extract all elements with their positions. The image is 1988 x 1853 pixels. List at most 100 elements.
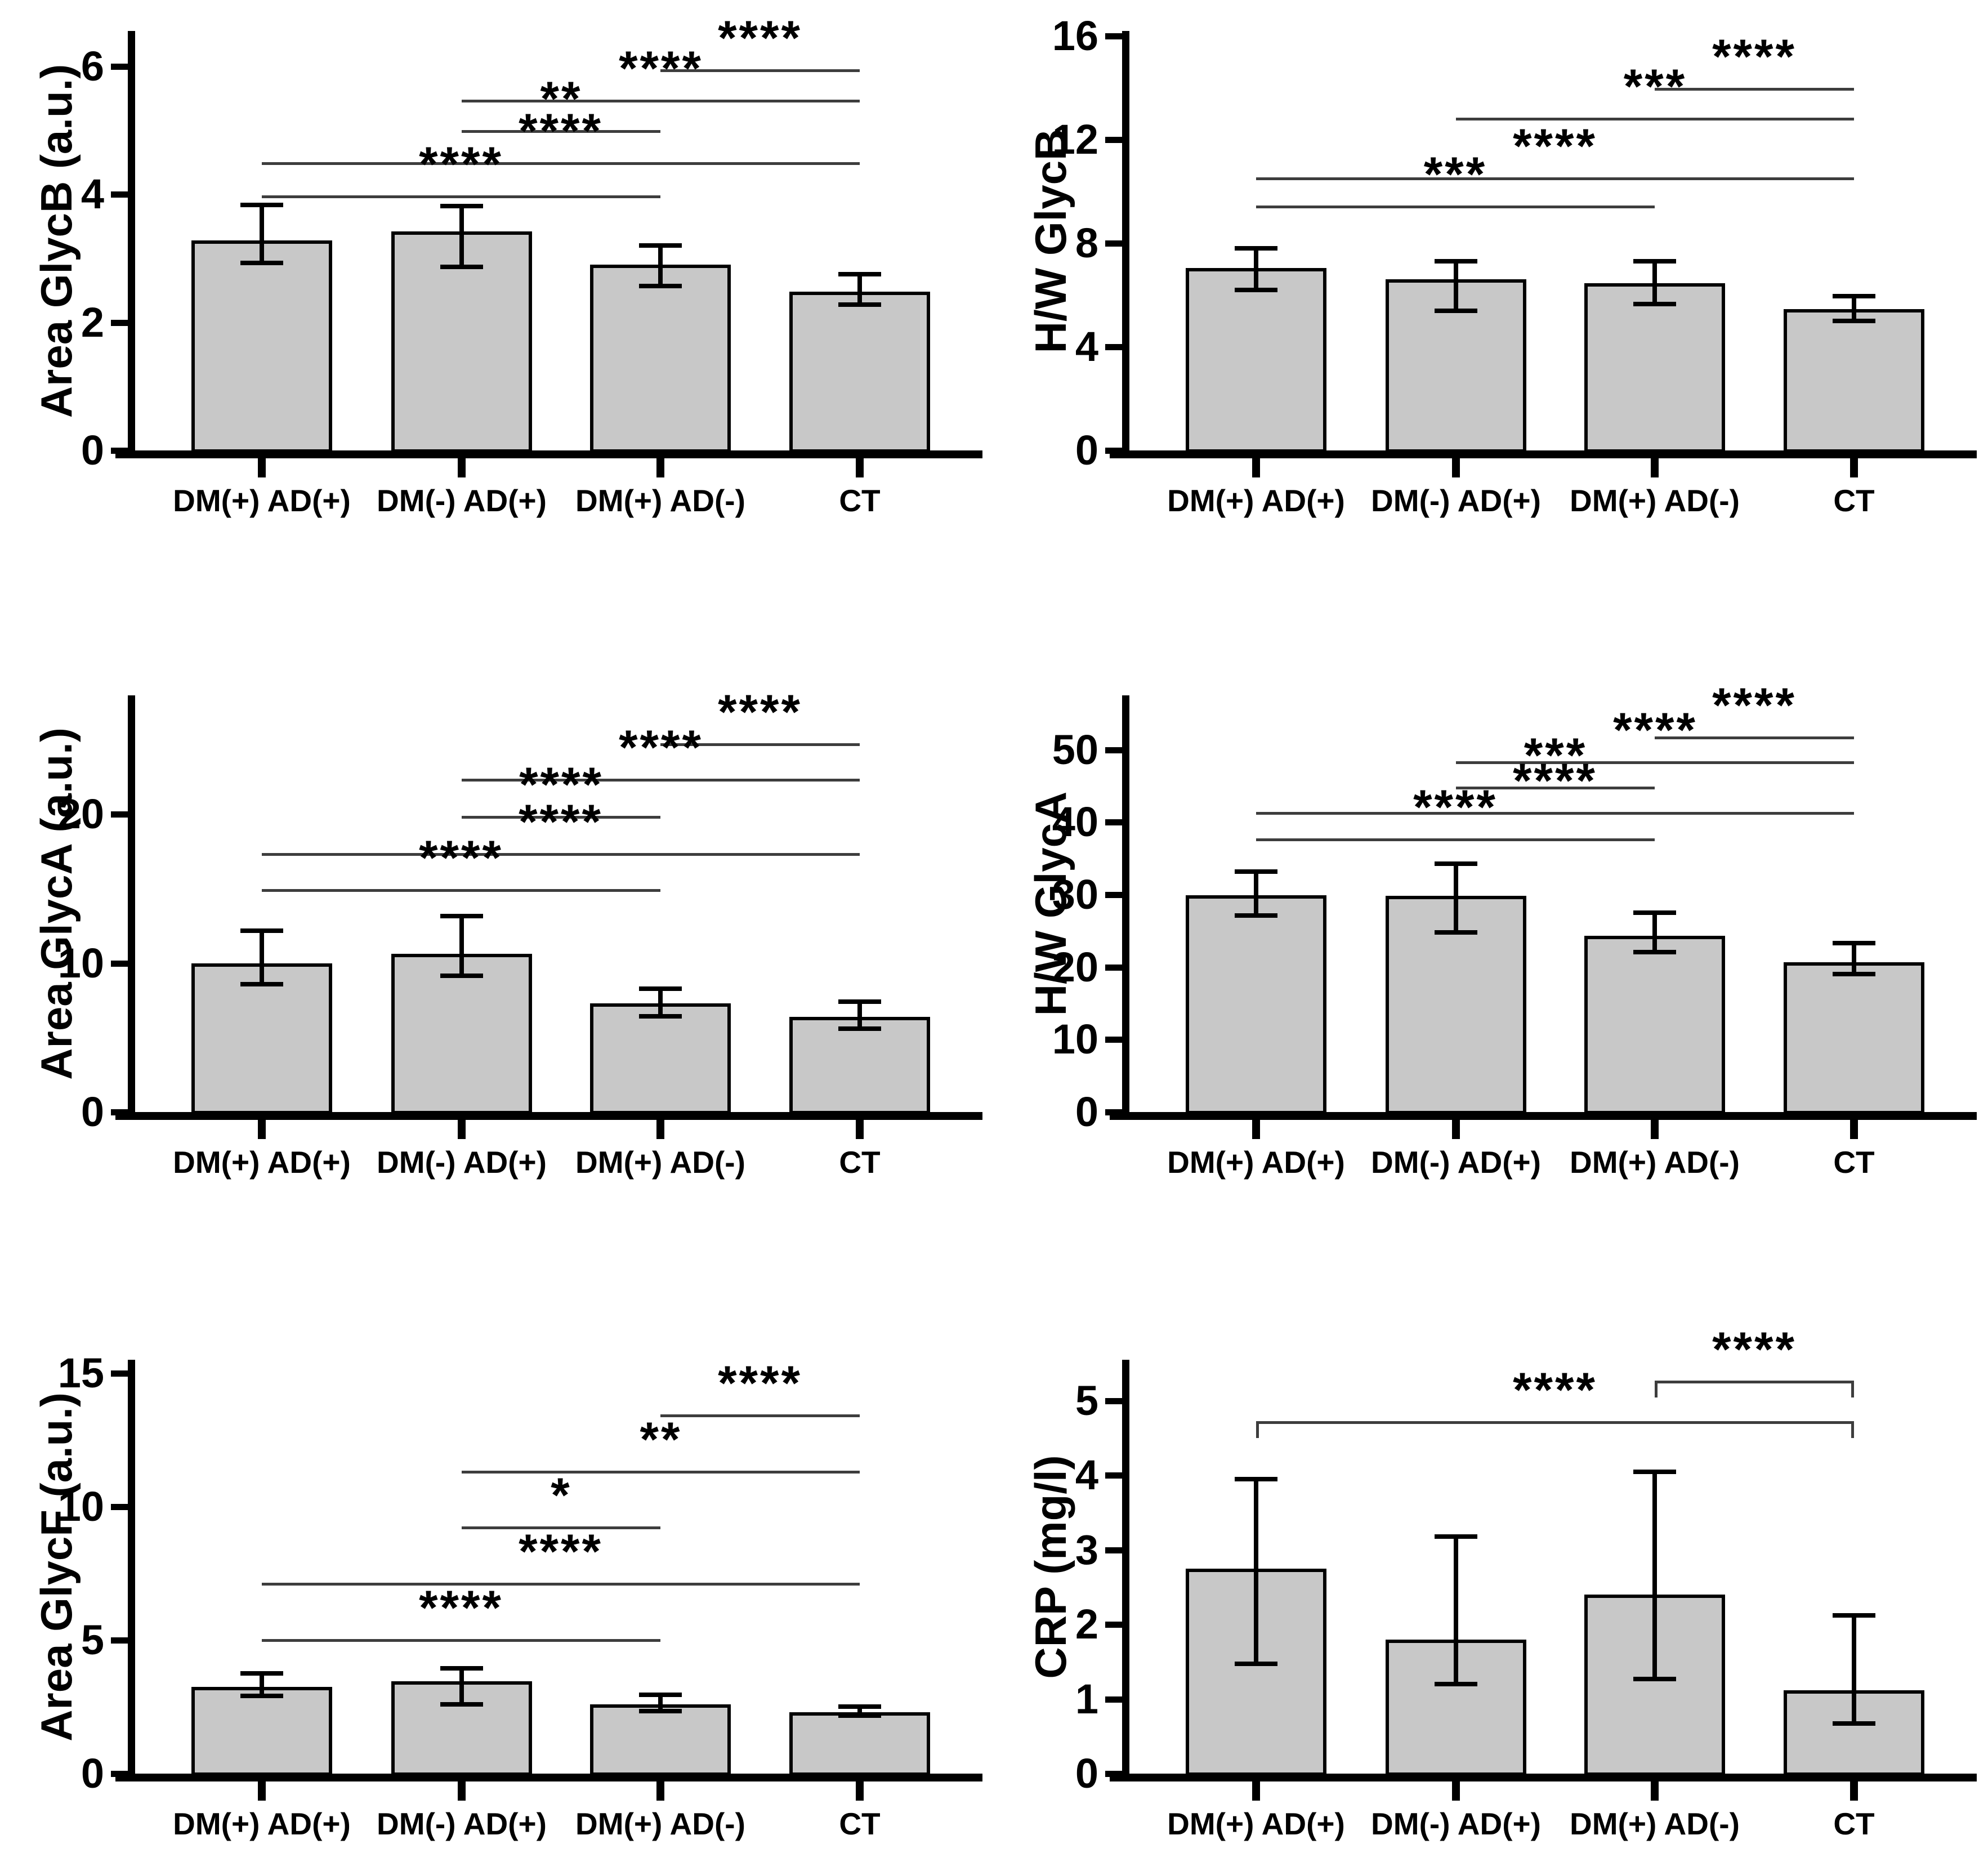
x-tick xyxy=(258,458,266,477)
x-tick xyxy=(656,458,664,477)
y-axis-line xyxy=(128,1360,135,1778)
x-tick-label: DM(+) AD(-) xyxy=(575,1145,745,1180)
error-bar-cap xyxy=(240,1694,283,1698)
error-bar-line xyxy=(1254,872,1258,916)
x-tick xyxy=(856,1781,864,1801)
y-tick xyxy=(111,320,128,326)
y-axis-title: Area GlycF (a.u.) xyxy=(32,1392,81,1742)
chart-area-glyca: Area GlycA (a.u.) 0 10 20 DM(+) AD(+) DM(-) A… xyxy=(0,619,994,1239)
error-bar-cap xyxy=(1633,950,1676,954)
chart-area-glycf: Area GlycF (a.u.) 0 5 10 15 DM(+) AD(+) DM(-) … xyxy=(0,1239,994,1853)
x-tick-label: CT xyxy=(839,1145,881,1180)
x-tick xyxy=(1850,1120,1858,1139)
bar xyxy=(789,1017,930,1114)
error-bar-cap xyxy=(1235,246,1277,251)
significance-label: **** xyxy=(718,1356,802,1410)
y-tick-label: 50 xyxy=(1052,726,1098,773)
y-axis-line xyxy=(1122,1360,1129,1778)
error-bar-cap xyxy=(1833,972,1875,976)
error-bar-cap xyxy=(1235,1662,1277,1666)
y-axis-line xyxy=(128,31,135,454)
bar xyxy=(391,231,532,453)
error-bar-cap xyxy=(1435,930,1477,935)
y-tick xyxy=(1105,137,1122,143)
error-bar-cap xyxy=(1235,869,1277,874)
x-tick xyxy=(258,1120,266,1139)
significance-line xyxy=(1456,787,1655,789)
y-axis-line xyxy=(128,695,135,1116)
error-bar-line xyxy=(1652,261,1657,304)
error-bar-line xyxy=(260,205,264,262)
x-tick-label: DM(+) AD(-) xyxy=(575,1806,745,1841)
x-tick xyxy=(1252,458,1260,477)
y-tick-label: 0 xyxy=(81,427,104,474)
significance-label: **** xyxy=(1712,1323,1797,1377)
error-bar-line xyxy=(658,245,663,286)
x-axis-line xyxy=(1110,1774,1977,1781)
significance-label: **** xyxy=(419,137,503,191)
significance-line xyxy=(262,853,860,856)
significance-label: **** xyxy=(419,1581,503,1635)
y-tick xyxy=(111,1109,128,1115)
error-bar-line xyxy=(1454,261,1458,310)
error-bar-cap xyxy=(1435,259,1477,264)
error-bar-cap xyxy=(1833,319,1875,323)
error-bar-line xyxy=(857,1707,862,1716)
error-bar-line xyxy=(1652,1472,1657,1679)
significance-cap xyxy=(1851,1381,1854,1397)
error-bar-cap xyxy=(440,974,483,978)
x-tick xyxy=(458,1120,466,1139)
x-tick-label: CT xyxy=(839,1806,881,1841)
error-bar-cap xyxy=(838,272,881,276)
error-bar-cap xyxy=(1833,1721,1875,1726)
error-bar-cap xyxy=(1633,1470,1676,1474)
y-tick-label: 30 xyxy=(1052,871,1098,918)
error-bar-cap xyxy=(1833,1613,1875,1618)
significance-line xyxy=(462,100,860,102)
error-bar-line xyxy=(1852,296,1856,321)
y-tick-label: 0 xyxy=(1075,1088,1098,1135)
error-bar-cap xyxy=(1435,1682,1477,1686)
x-tick-label: DM(+) AD(+) xyxy=(1167,1806,1345,1841)
significance-label: **** xyxy=(619,42,703,96)
x-tick xyxy=(1651,1781,1659,1801)
significance-line xyxy=(462,816,660,819)
bar xyxy=(1784,962,1924,1114)
significance-line xyxy=(462,779,860,782)
x-tick-label: DM(-) AD(+) xyxy=(377,1145,547,1180)
y-tick xyxy=(111,448,128,454)
y-axis-line xyxy=(1122,695,1129,1116)
significance-label: **** xyxy=(619,721,703,775)
y-tick-label: 2 xyxy=(1075,1601,1098,1647)
significance-label: **** xyxy=(1513,1363,1597,1417)
significance-line xyxy=(1456,118,1854,120)
x-tick-label: DM(+) AD(+) xyxy=(1167,1145,1345,1180)
bar xyxy=(191,1687,332,1776)
error-bar-line xyxy=(459,206,464,267)
y-tick-label: 4 xyxy=(1075,1452,1098,1498)
x-tick-label: DM(-) AD(+) xyxy=(1371,483,1541,518)
significance-label: **** xyxy=(519,1525,603,1579)
error-bar-line xyxy=(1852,943,1856,974)
bar xyxy=(590,1003,731,1114)
y-tick-label: 10 xyxy=(57,940,104,986)
error-bar-cap xyxy=(1833,294,1875,298)
bar xyxy=(191,240,332,453)
error-bar-line xyxy=(1852,1615,1856,1723)
x-tick-label: DM(+) AD(-) xyxy=(1570,483,1740,518)
significance-line xyxy=(1256,206,1655,208)
error-bar-cap xyxy=(440,914,483,918)
bar xyxy=(391,954,532,1114)
y-tick-label: 0 xyxy=(81,1088,104,1135)
significance-line xyxy=(1256,177,1854,180)
error-bar-cap xyxy=(838,302,881,307)
y-tick-label: 2 xyxy=(81,299,104,346)
x-tick xyxy=(1452,458,1460,477)
error-bar-cap xyxy=(1235,913,1277,918)
error-bar-line xyxy=(1652,913,1657,952)
y-tick-label: 40 xyxy=(1052,798,1098,845)
y-tick xyxy=(111,1771,128,1777)
error-bar-cap xyxy=(639,1709,682,1713)
y-tick xyxy=(1105,1547,1122,1553)
error-bar-cap xyxy=(1435,309,1477,313)
